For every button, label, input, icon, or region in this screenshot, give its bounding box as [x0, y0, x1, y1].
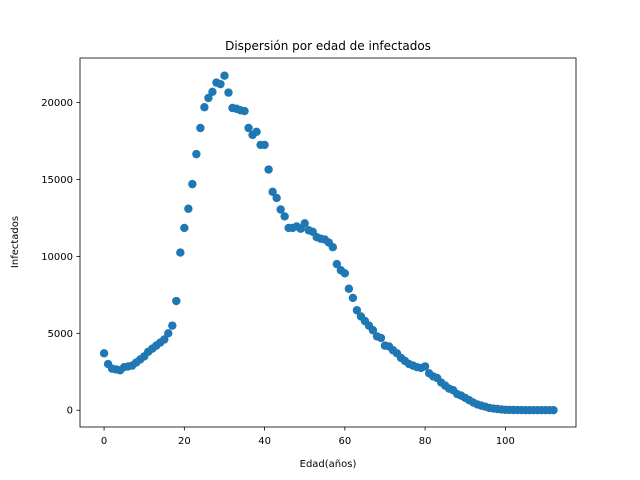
data-point — [340, 269, 350, 278]
data-point — [192, 149, 201, 159]
data-point — [332, 259, 342, 269]
y-axis-ticks: 0 5000 10000 15000 20000 — [41, 98, 80, 417]
data-point — [99, 349, 109, 358]
data-point — [276, 205, 285, 214]
data-point — [300, 219, 309, 228]
data-point — [224, 88, 233, 97]
data-point — [244, 123, 253, 133]
data-point — [196, 123, 205, 133]
data-point — [268, 187, 277, 197]
data-point — [260, 140, 269, 150]
x-tick-label: 100 — [496, 436, 515, 447]
data-point — [376, 333, 386, 343]
y-axis-label: Infectados — [10, 216, 21, 268]
data-point — [348, 293, 358, 303]
data-point — [188, 179, 197, 189]
data-point — [328, 242, 338, 252]
y-tick-label: 5000 — [48, 329, 73, 340]
data-point — [184, 204, 193, 213]
data-point — [204, 93, 213, 103]
data-point — [240, 106, 249, 116]
data-point — [160, 335, 169, 344]
y-tick-label: 0 — [67, 406, 73, 417]
y-tick-label: 10000 — [41, 252, 73, 263]
x-tick-label: 20 — [178, 436, 191, 447]
data-point — [344, 284, 354, 293]
data-point — [200, 103, 209, 112]
data-point — [176, 248, 185, 257]
data-point — [272, 193, 281, 203]
data-point — [168, 321, 177, 330]
data-point — [280, 212, 289, 221]
x-tick-label: 80 — [419, 436, 432, 447]
data-point — [368, 326, 378, 335]
data-point — [208, 87, 217, 97]
data-point — [420, 362, 430, 371]
x-tick-label: 0 — [101, 436, 107, 447]
data-point — [216, 79, 225, 89]
x-axis-label: Edad(años) — [300, 459, 357, 470]
data-point — [264, 165, 273, 174]
plot-frame — [79, 57, 577, 428]
data-point — [172, 296, 181, 306]
chart-title: Dispersión por edad de infectados — [225, 39, 431, 53]
data-points — [99, 71, 558, 415]
y-tick-label: 20000 — [41, 98, 73, 109]
data-point — [220, 71, 229, 80]
x-tick-label: 60 — [338, 436, 351, 447]
data-point — [164, 329, 173, 338]
data-point — [180, 223, 189, 233]
data-point — [352, 306, 362, 315]
data-point — [252, 127, 261, 137]
data-point — [549, 405, 558, 415]
x-axis-ticks: 0 20 40 60 80 100 — [101, 427, 515, 447]
y-tick-label: 15000 — [41, 175, 73, 186]
x-tick-label: 40 — [258, 436, 271, 447]
